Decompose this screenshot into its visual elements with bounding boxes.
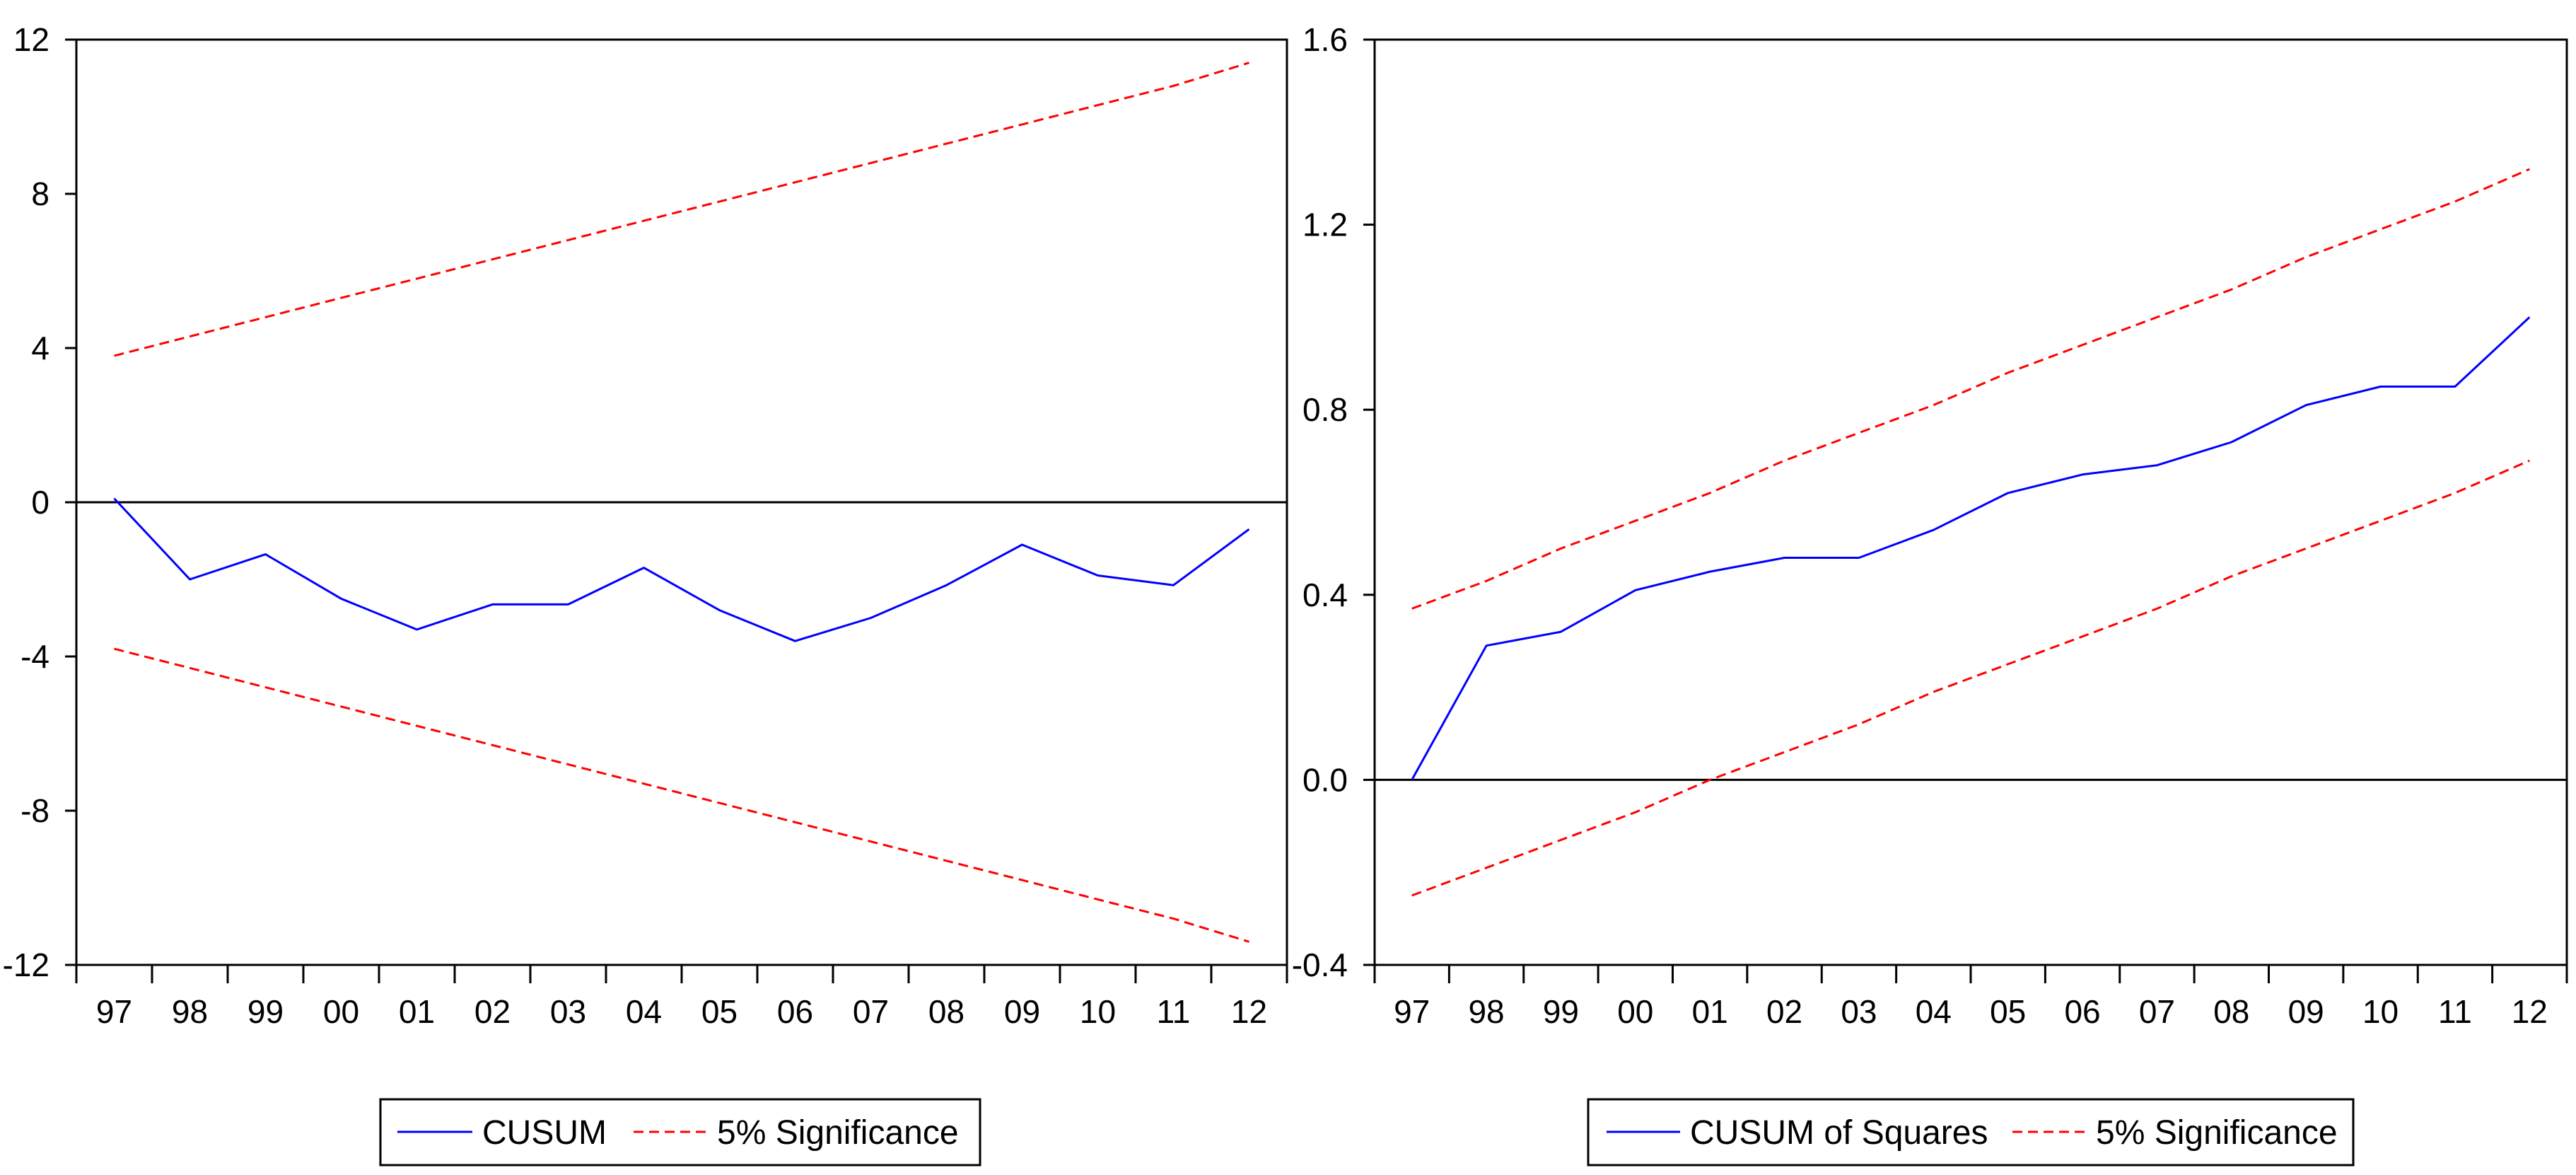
series-layer	[1411, 168, 2531, 897]
x-tick-label: 12	[2512, 993, 2548, 1030]
x-tick-label: 06	[777, 993, 813, 1030]
x-tick-label: 05	[1990, 993, 2026, 1030]
x-tick-label: 99	[1543, 993, 1579, 1030]
x-tick-label: 00	[323, 993, 359, 1030]
x-tick-label: 09	[2288, 993, 2324, 1030]
x-tick-label: 04	[626, 993, 662, 1030]
legend: CUSUM of Squares 5% Significance	[1587, 1098, 2355, 1167]
series-line	[1411, 316, 2531, 781]
legend-label-significance: 5% Significance	[2096, 1114, 2338, 1152]
x-tick-label: 99	[247, 993, 284, 1030]
x-tick-label: 03	[1841, 993, 1877, 1030]
significance-band-line	[1411, 168, 2530, 610]
x-tick-label: 09	[1004, 993, 1040, 1030]
x-tick-label: 98	[1468, 993, 1504, 1030]
y-tick-label: 8	[31, 175, 49, 212]
x-tick-label: 11	[1157, 993, 1191, 1030]
legend-label-cusum-of-squares: CUSUM of Squares	[1690, 1114, 1988, 1152]
legend-label-cusum: CUSUM	[482, 1114, 607, 1152]
significance-band-line	[114, 62, 1249, 357]
x-tick-label: 97	[1394, 993, 1430, 1030]
y-tick-label: 4	[31, 330, 49, 366]
x-tick-label: 12	[1231, 993, 1267, 1030]
y-tick-label: 0.0	[1302, 761, 1348, 798]
y-tick-label: -8	[21, 792, 49, 829]
x-axis: 97 98 99 00 01 02 03 04 05 06 07 08 09 10 11 12	[75, 965, 1288, 1030]
x-tick-label: 07	[853, 993, 889, 1030]
x-tick-label: 07	[2139, 993, 2175, 1030]
legend: CUSUM 5% Significance	[379, 1098, 981, 1167]
y-tick-label: 0.4	[1302, 577, 1348, 613]
x-tick-label: 04	[1916, 993, 1952, 1030]
x-tick-label: 10	[2362, 993, 2399, 1030]
x-tick-label: 98	[172, 993, 208, 1030]
y-tick-label: -4	[21, 638, 49, 675]
x-tick-label: 02	[1766, 993, 1802, 1030]
x-tick-label: 01	[1692, 993, 1728, 1030]
x-tick-label: 05	[701, 993, 738, 1030]
series-line	[113, 497, 1250, 642]
x-tick-label: 02	[474, 993, 511, 1030]
significance-band-line	[114, 647, 1249, 943]
y-tick-label: 0.8	[1302, 391, 1348, 428]
significance-band-line	[1411, 459, 2530, 897]
y-axis: 1.6 1.2 0.8 0.4 0.0 -0.4	[1292, 21, 1375, 983]
y-tick-label: -0.4	[1292, 947, 1348, 983]
x-tick-label: 10	[1080, 993, 1116, 1030]
x-tick-label: 01	[399, 993, 435, 1030]
x-tick-label: 06	[2064, 993, 2100, 1030]
y-tick-label: 0	[31, 484, 49, 521]
x-tick-label: 11	[2438, 993, 2472, 1030]
series-layer	[113, 62, 1250, 943]
y-axis: 12 8 4 0 -4 -8 -12	[3, 21, 76, 983]
x-axis: 97 98 99 00 01 02 03 04 05 06 07 08 09 10 11 12	[1373, 965, 2568, 1030]
legend-label-significance: 5% Significance	[717, 1114, 959, 1152]
legend-box	[1587, 1098, 2355, 1167]
y-tick-label: 1.2	[1302, 207, 1348, 243]
x-tick-label: 03	[550, 993, 586, 1030]
x-tick-label: 08	[928, 993, 964, 1030]
x-tick-label: 97	[96, 993, 132, 1030]
x-tick-label: 08	[2213, 993, 2249, 1030]
x-tick-label: 00	[1617, 993, 1653, 1030]
y-tick-label: 1.6	[1302, 21, 1348, 58]
cusum-of-squares-chart: 1.6 1.2 0.8 0.4 0.0 -0.4 97 98 99 00 01 02 03 04 05 06…	[1292, 21, 2568, 1167]
y-tick-label: 12	[13, 21, 49, 58]
y-tick-label: -12	[3, 947, 49, 983]
cusum-chart: 12 8 4 0 -4 -8 -12 97 98 99 00 01 02 03 04 05 06 07 08 09 1…	[3, 21, 1288, 1167]
